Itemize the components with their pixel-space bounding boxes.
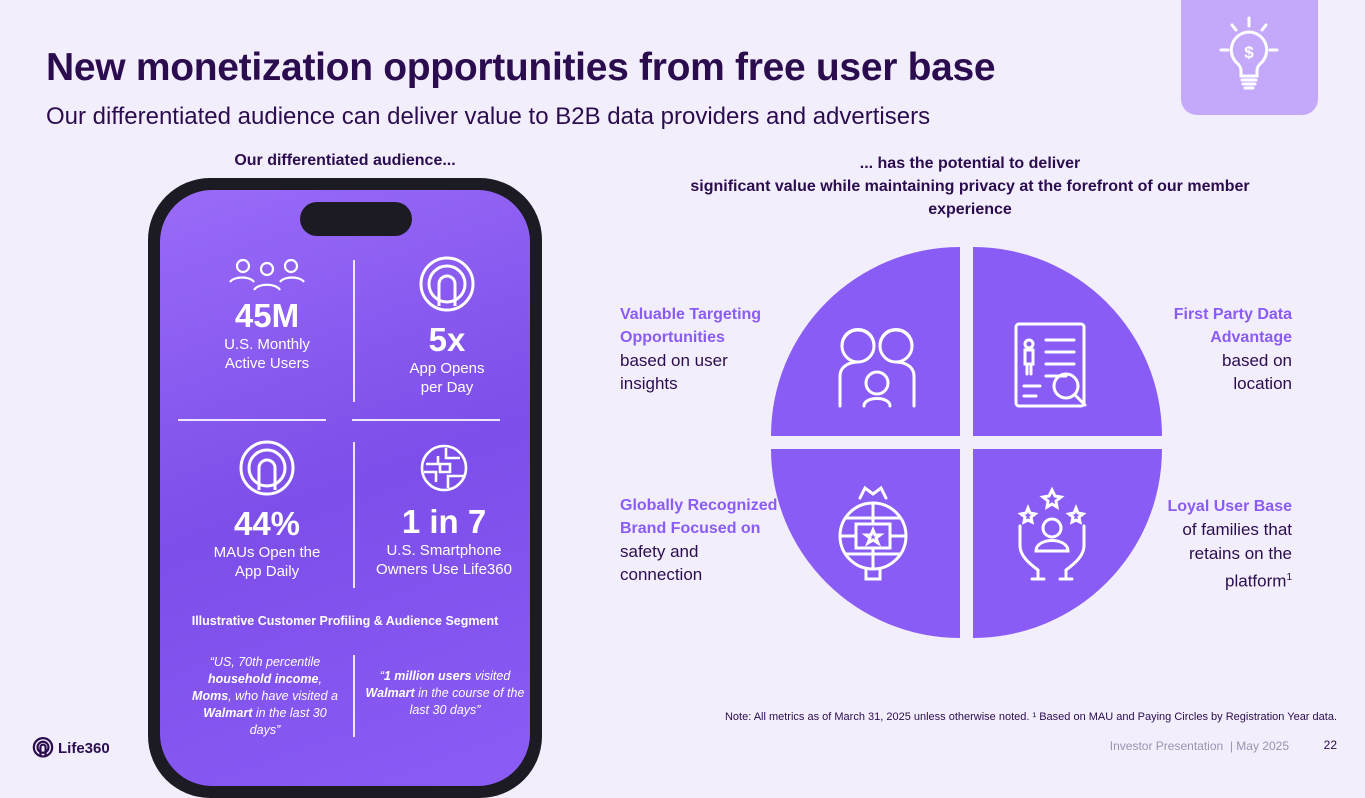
globe-icon — [420, 444, 468, 492]
hands-user-stars-icon — [1017, 486, 1087, 581]
quote-segment-1: “US, 70th percentile household income, M… — [190, 654, 340, 739]
footnote-marker: 1 — [1286, 572, 1292, 583]
quote-text: in the course of the last 30 days” — [409, 686, 525, 717]
phone-mockup: 45M U.S. Monthly Active Users 5x App Ope… — [148, 178, 542, 798]
quote-segment-2: “1 million users visited Walmart in the … — [365, 668, 525, 719]
stat-app-opens: 5x App Opens per Day — [362, 256, 530, 397]
divider — [178, 419, 326, 421]
stat-value: 1 in 7 — [401, 503, 487, 540]
quote-text: “ — [379, 669, 384, 683]
footer-presentation: Investor Presentation | May 2025 — [1109, 739, 1289, 753]
quote-text: in the last 30 days” — [249, 706, 327, 737]
stat-value: 45M — [234, 297, 300, 334]
phone-notch — [300, 202, 412, 236]
stat-mau: 45M U.S. Monthly Active Users — [182, 256, 352, 373]
stat-value: 5x — [428, 321, 466, 358]
quote-bold: Moms — [192, 689, 229, 703]
quadrant-title: Loyal User Base — [1167, 498, 1292, 515]
footnote: Note: All metrics as of March 31, 2025 u… — [724, 711, 1337, 723]
stat-label: MAUs Open the App Daily — [213, 544, 321, 580]
page-number: 22 — [1323, 738, 1337, 752]
stat-value: 44% — [233, 505, 301, 542]
quadrant-text-loyal: Loyal User Base of families that retains… — [1160, 494, 1292, 593]
quote-bold: Walmart — [203, 706, 253, 720]
right-heading: ... has the potential to deliver signific… — [660, 152, 1280, 221]
life360-circle-icon — [239, 440, 295, 496]
people-icon — [229, 258, 305, 291]
phone-screen: 45M U.S. Monthly Active Users 5x App Ope… — [160, 190, 530, 786]
quadrant-text-first-party: First Party Data Advantage based on locat… — [1140, 303, 1292, 395]
divider — [353, 442, 355, 588]
document-search-icon — [1014, 322, 1087, 408]
right-heading-line2: significant value while maintaining priv… — [690, 178, 1250, 218]
quote-bold: Walmart — [365, 686, 415, 700]
quadrant-bottom-right — [973, 449, 1162, 638]
stat-daily-open: 44% MAUs Open the App Daily — [182, 440, 352, 581]
stat-label: App Opens per Day — [409, 360, 485, 396]
family-icon — [838, 328, 916, 408]
quadrant-text: of families that retains on the platform — [1182, 520, 1292, 591]
quadrant-text: safety and connection — [620, 542, 703, 584]
page-title: New monetization opportunities from free… — [46, 46, 996, 89]
quadrant-text: based on location — [1222, 351, 1292, 393]
life360-logo: Life360 — [32, 737, 110, 759]
profiling-title: Illustrative Customer Profiling & Audien… — [191, 614, 499, 628]
quote-text: “US, 70th percentile — [209, 655, 321, 669]
quadrant-title: Valuable Targeting Opportunities — [620, 306, 762, 346]
stat-smartphone-owners: 1 in 7 U.S. Smartphone Owners Use Life36… — [356, 442, 530, 579]
logo-text: Life360 — [58, 739, 110, 757]
divider — [353, 655, 355, 737]
stat-label: U.S. Monthly Active Users — [224, 336, 310, 372]
page-subtitle: Our differentiated audience can deliver … — [46, 103, 931, 130]
quadrant-circle — [771, 247, 1162, 638]
life360-circle-icon — [419, 256, 475, 312]
quote-bold: household income — [208, 672, 319, 686]
quadrant-text: based on user insights — [620, 351, 728, 393]
left-heading: Our differentiated audience... — [234, 152, 456, 169]
quadrant-text-targeting: Valuable Targeting Opportunities based on… — [620, 303, 810, 395]
stat-label: U.S. Smartphone Owners Use Life360 — [376, 542, 512, 578]
lightbulb-dollar-icon: $ — [1181, 0, 1318, 115]
quote-text: visited — [471, 669, 511, 683]
quadrant-title: Globally Recognized Brand Focused on — [620, 497, 778, 537]
quadrant-text-brand: Globally Recognized Brand Focused on safe… — [620, 494, 790, 586]
quote-text: , — [318, 672, 322, 686]
quote-text: , who have visited a — [228, 689, 338, 703]
globe-star-icon — [838, 485, 908, 581]
divider — [352, 419, 500, 421]
divider — [353, 260, 355, 402]
quote-bold: 1 million users — [383, 669, 472, 683]
quadrant-title: First Party Data Advantage — [1173, 306, 1292, 346]
svg-text:$: $ — [1244, 43, 1254, 62]
life360-logo-icon — [32, 737, 54, 758]
right-heading-line1: ... has the potential to deliver — [859, 155, 1081, 172]
